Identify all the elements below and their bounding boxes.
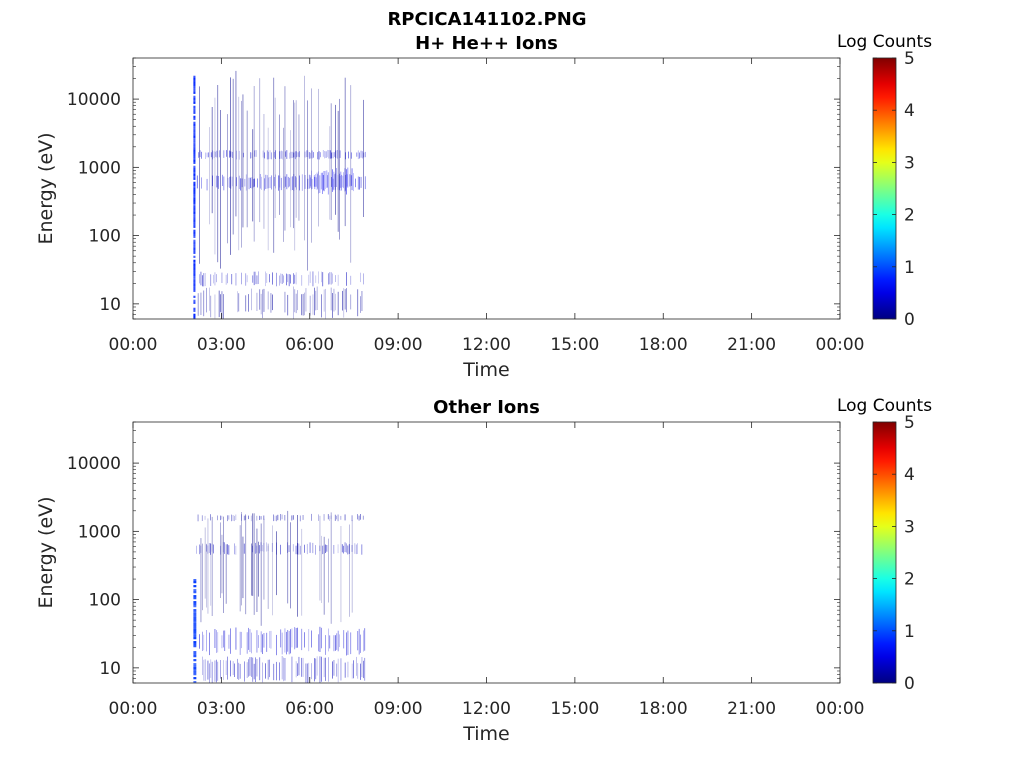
spectral-feature-6 (197, 286, 363, 319)
x-tick-label: 00:00 (816, 699, 865, 719)
y-tick-label: 10000 (67, 454, 121, 474)
colorbar-tick-label: 4 (904, 465, 915, 485)
y-tick-label: 100 (89, 227, 121, 247)
x-tick-label: 09:00 (374, 335, 423, 355)
plot-area (133, 58, 840, 319)
colorbar-tick-label: 3 (904, 153, 915, 173)
spectral-feature-4 (199, 626, 366, 656)
colorbar-tick-label: 5 (904, 413, 915, 433)
x-tick-label: 12:00 (462, 335, 511, 355)
colorbar-tick-label: 1 (904, 258, 915, 278)
panel-2: 00:00 03:00 06:00 09:00 12:00 15:00 18:00 21:00… (35, 396, 932, 745)
spectral-feature-7 (199, 70, 364, 271)
colorbar-label: Log Counts (837, 396, 932, 416)
colorbar-tick-label: 4 (904, 101, 915, 121)
y-tick-label: 1000 (78, 158, 121, 178)
y-tick-label: 10000 (67, 90, 121, 110)
x-tick-label: 21:00 (727, 335, 776, 355)
colorbar-tick-label: 1 (904, 622, 915, 642)
x-tick-label: 18:00 (639, 699, 688, 719)
colorbar-tick-label: 5 (904, 49, 915, 69)
x-axis-label: Time (462, 359, 510, 381)
figure-title: RPCICA141102.PNG (387, 9, 586, 30)
x-tick-label: 15:00 (550, 335, 599, 355)
colorbar-label: Log Counts (837, 32, 932, 52)
x-axis-label: Time (462, 723, 510, 745)
y-axis-label: Energy (eV) (35, 496, 57, 608)
colorbar: Log Counts 0 1 2 3 4 5 (837, 32, 932, 330)
x-tick-label: 00:00 (109, 335, 158, 355)
x-tick-label: 12:00 (462, 699, 511, 719)
x-tick-label: 18:00 (639, 335, 688, 355)
colorbar-tick-label: 3 (904, 517, 915, 537)
y-tick-label: 10 (99, 659, 121, 679)
y-tick-label: 10 (99, 295, 121, 315)
x-tick-label: 15:00 (550, 699, 599, 719)
colorbar-tick-label: 2 (904, 570, 915, 590)
plot-area (133, 422, 840, 683)
colorbar-tick-label: 0 (904, 310, 915, 330)
spectral-feature-5 (199, 271, 364, 287)
x-tick-label: 21:00 (727, 699, 776, 719)
colorbar-tick-label: 2 (904, 206, 915, 226)
x-tick-label: 03:00 (197, 699, 246, 719)
spectral-feature-2 (198, 149, 366, 160)
spectral-feature-1 (193, 579, 197, 683)
y-tick-label: 1000 (78, 522, 121, 542)
spectral-feature-1 (193, 75, 196, 319)
x-tick-label: 00:00 (816, 335, 865, 355)
panel-1: 00:00 03:00 06:00 09:00 12:00 15:00 18:00 21:00… (35, 32, 932, 381)
y-tick-label: 100 (89, 591, 121, 611)
colorbar-tick-label: 0 (904, 674, 915, 694)
y-axis-label: Energy (eV) (35, 132, 57, 244)
panel-title: H+ He++ Ions (415, 33, 558, 54)
panel-title: Other Ions (433, 397, 540, 418)
spectral-feature-6 (200, 510, 353, 626)
colorbar: Log Counts 0 1 2 3 4 5 (837, 396, 932, 694)
spectral-feature-5 (202, 656, 366, 683)
x-tick-label: 03:00 (197, 335, 246, 355)
x-tick-label: 06:00 (285, 335, 334, 355)
x-tick-label: 09:00 (374, 699, 423, 719)
colorbar-gradient (872, 57, 897, 320)
spectral-feature-2 (197, 513, 364, 522)
x-tick-label: 06:00 (285, 699, 334, 719)
spectrogram-data (193, 510, 366, 683)
x-tick-label: 00:00 (109, 699, 158, 719)
spectrogram-data (193, 70, 366, 319)
spectral-feature-3 (196, 174, 366, 191)
colorbar-gradient (872, 421, 897, 684)
